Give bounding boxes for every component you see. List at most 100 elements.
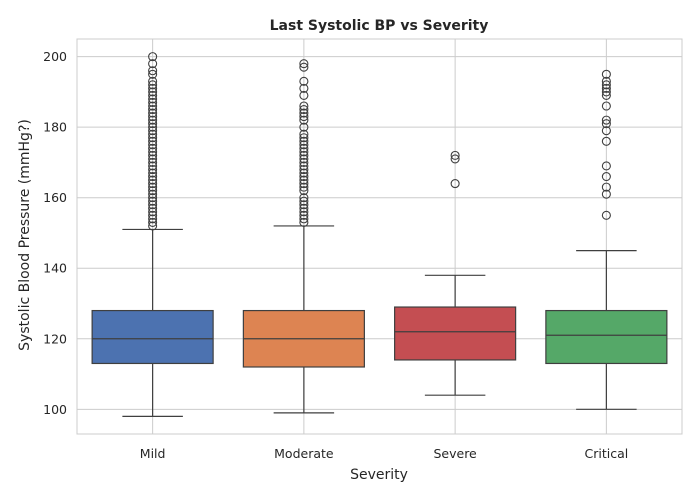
outlier-point: [299, 196, 309, 206]
outlier-point: [299, 171, 309, 182]
outlier-point: [450, 179, 460, 189]
outlier-point: [299, 129, 309, 139]
outlier-point: [148, 150, 158, 160]
outlier-point: [299, 104, 309, 115]
outlier-point: [299, 210, 309, 220]
outlier-point: [148, 210, 158, 220]
outlier-point: [299, 147, 309, 157]
outlier-point: [299, 115, 309, 125]
outlier-point: [299, 161, 309, 171]
outlier-point: [601, 171, 611, 182]
outlier-point: [148, 171, 158, 182]
x-tick-label: Severe: [433, 446, 477, 461]
outlier-point: [148, 66, 158, 76]
outlier-point: [148, 179, 158, 189]
outlier-point: [601, 189, 611, 199]
outlier-point: [148, 90, 158, 100]
outlier-point: [601, 80, 611, 90]
outlier-point: [148, 182, 158, 192]
outlier-point: [299, 175, 309, 185]
outlier-point: [148, 203, 158, 213]
outlier-point: [601, 136, 611, 146]
outlier-point: [148, 52, 158, 62]
outlier-point: [601, 115, 611, 125]
outlier-point: [148, 140, 158, 150]
box-group-mild: [91, 52, 214, 417]
outlier-point: [148, 76, 158, 86]
outlier-point: [299, 207, 309, 217]
outlier-point: [299, 157, 309, 167]
outlier-point: [601, 119, 611, 129]
outlier-point: [299, 186, 309, 196]
y-tick-label: 140: [43, 261, 67, 276]
grid-layer: [77, 39, 682, 434]
outlier-point: [148, 69, 158, 79]
outlier-point: [148, 104, 158, 115]
outlier-point: [148, 221, 158, 231]
outlier-point: [299, 108, 309, 118]
outlier-point: [601, 69, 611, 79]
outlier-point: [299, 59, 309, 69]
outlier-point: [148, 175, 158, 185]
box-layer: [91, 52, 668, 417]
outlier-point: [148, 59, 158, 69]
x-tick-label: Mild: [140, 446, 166, 461]
outlier-point: [299, 136, 309, 146]
outlier-point: [601, 126, 611, 136]
outlier-point: [299, 76, 309, 86]
outlier-point: [148, 112, 158, 122]
outlier-point: [148, 186, 158, 196]
outlier-point: [148, 154, 158, 164]
iqr-box: [394, 306, 517, 361]
outlier-point: [148, 129, 158, 139]
outlier-point: [299, 101, 309, 111]
x-tick-label: Moderate: [274, 446, 334, 461]
outlier-point: [299, 133, 309, 143]
outlier-point: [148, 193, 158, 203]
outlier-point: [601, 87, 611, 97]
outlier-point: [299, 62, 309, 72]
outlier-point: [148, 168, 158, 178]
box-group-severe: [394, 150, 517, 396]
outlier-point: [601, 210, 611, 220]
outlier-point: [148, 101, 158, 111]
box-group-critical: [545, 69, 668, 410]
outlier-point: [148, 108, 158, 118]
iqr-box: [91, 309, 214, 365]
outlier-point: [299, 143, 309, 153]
outlier-point: [601, 76, 611, 86]
outlier-point: [148, 147, 158, 157]
outlier-point: [299, 193, 309, 203]
outlier-point: [601, 83, 611, 93]
x-axis-label: Severity: [350, 467, 408, 483]
y-axis-label: Systolic Blood Pressure (mmHg?): [17, 119, 33, 351]
outlier-point: [299, 168, 309, 178]
outlier-point: [299, 203, 309, 213]
outlier-point: [148, 164, 158, 175]
outlier-point: [299, 112, 309, 122]
outlier-point: [148, 136, 158, 146]
outlier-point: [148, 80, 158, 90]
outlier-point: [450, 154, 460, 164]
outlier-point: [148, 122, 158, 132]
outlier-point: [299, 140, 309, 150]
outlier-point: [148, 189, 158, 199]
y-tick-label: 100: [43, 402, 67, 417]
outlier-point: [148, 217, 158, 227]
chart-title: Last Systolic BP vs Severity: [270, 18, 489, 34]
outlier-point: [148, 94, 158, 104]
y-tick-label: 160: [43, 190, 67, 205]
outlier-point: [299, 200, 309, 210]
tick-layer: 100 120 140 160 180 200 Mild Moderate Severe Crit…: [43, 49, 628, 461]
outlier-point: [601, 90, 611, 100]
y-tick-label: 120: [43, 331, 67, 346]
outlier-point: [148, 214, 158, 224]
outlier-point: [148, 196, 158, 206]
outlier-point: [299, 90, 309, 100]
outlier-point: [299, 217, 309, 227]
outlier-point: [299, 179, 309, 189]
outlier-point: [299, 83, 309, 93]
outlier-point: [148, 200, 158, 210]
